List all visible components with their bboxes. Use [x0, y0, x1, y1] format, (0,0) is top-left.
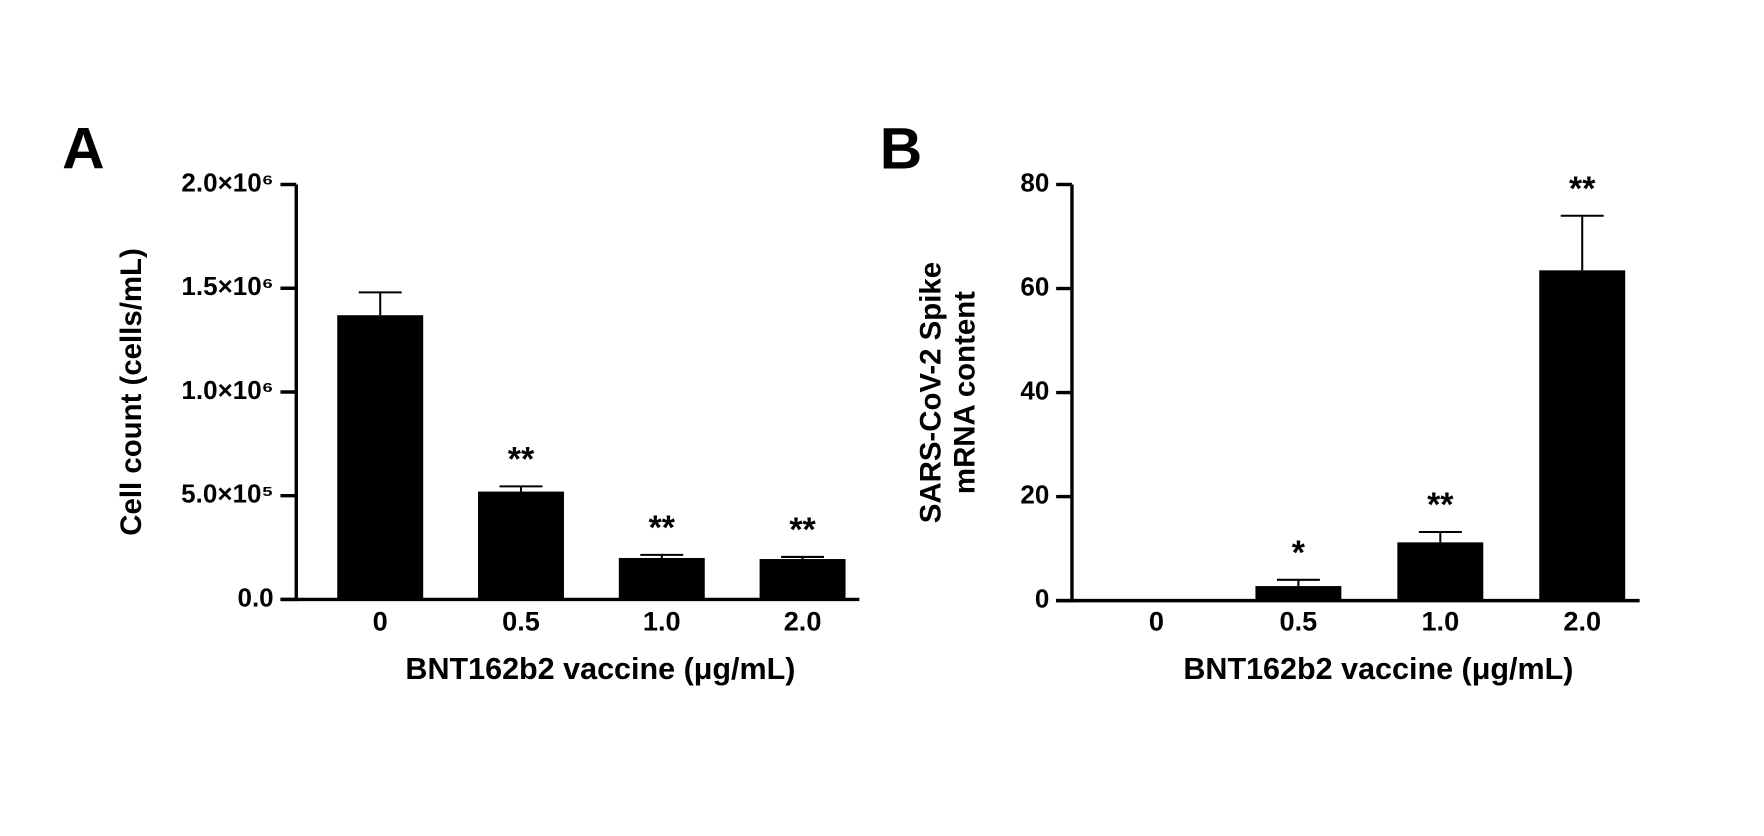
- bar: [1397, 542, 1484, 601]
- significance-label: **: [1427, 486, 1454, 524]
- y-tick-label: 40: [1020, 375, 1049, 405]
- significance-label: **: [649, 509, 676, 547]
- x-axis-label: BNT162b2 vaccine (μg/mL): [1183, 652, 1573, 686]
- y-tick-label: 0: [1035, 583, 1049, 613]
- y-axis-label: SARS-CoV-2 Spike: [915, 262, 948, 523]
- y-tick-label: 0.0: [237, 582, 273, 612]
- x-tick-label: 0: [373, 605, 388, 636]
- bar: [1255, 586, 1342, 601]
- y-tick-label: 5.0×10⁵: [181, 479, 273, 509]
- significance-label: **: [1569, 170, 1596, 208]
- x-tick-label: 0.5: [1280, 605, 1318, 636]
- y-axis-label: mRNA content: [949, 291, 982, 494]
- y-axis-label: Cell count (cells/mL): [115, 248, 148, 535]
- y-tick-label: 1.5×10⁶: [181, 271, 273, 301]
- significance-label: **: [789, 511, 816, 549]
- y-tick-label: 20: [1020, 479, 1049, 509]
- y-tick-label: 60: [1020, 271, 1049, 301]
- bar: [618, 557, 705, 600]
- bar: [759, 559, 846, 600]
- bar: [478, 491, 564, 600]
- x-tick-label: 1.0: [1421, 605, 1459, 636]
- x-tick-label: 0: [1149, 605, 1164, 636]
- bar: [1539, 270, 1626, 601]
- panel-letter: B: [880, 116, 922, 181]
- significance-label: **: [508, 440, 535, 478]
- x-tick-label: 2.0: [1563, 605, 1601, 636]
- y-tick-label: 2.0×10⁶: [181, 167, 273, 197]
- y-tick-label: 1.0×10⁶: [181, 375, 273, 405]
- panel-letter: A: [62, 116, 104, 181]
- x-tick-label: 2.0: [784, 605, 822, 636]
- y-tick-label: 80: [1020, 167, 1049, 197]
- x-tick-label: 0.5: [502, 605, 540, 636]
- x-tick-label: 1.0: [643, 605, 681, 636]
- significance-label: *: [1292, 534, 1306, 572]
- x-axis-label: BNT162b2 vaccine (μg/mL): [405, 652, 795, 686]
- bar: [337, 315, 424, 600]
